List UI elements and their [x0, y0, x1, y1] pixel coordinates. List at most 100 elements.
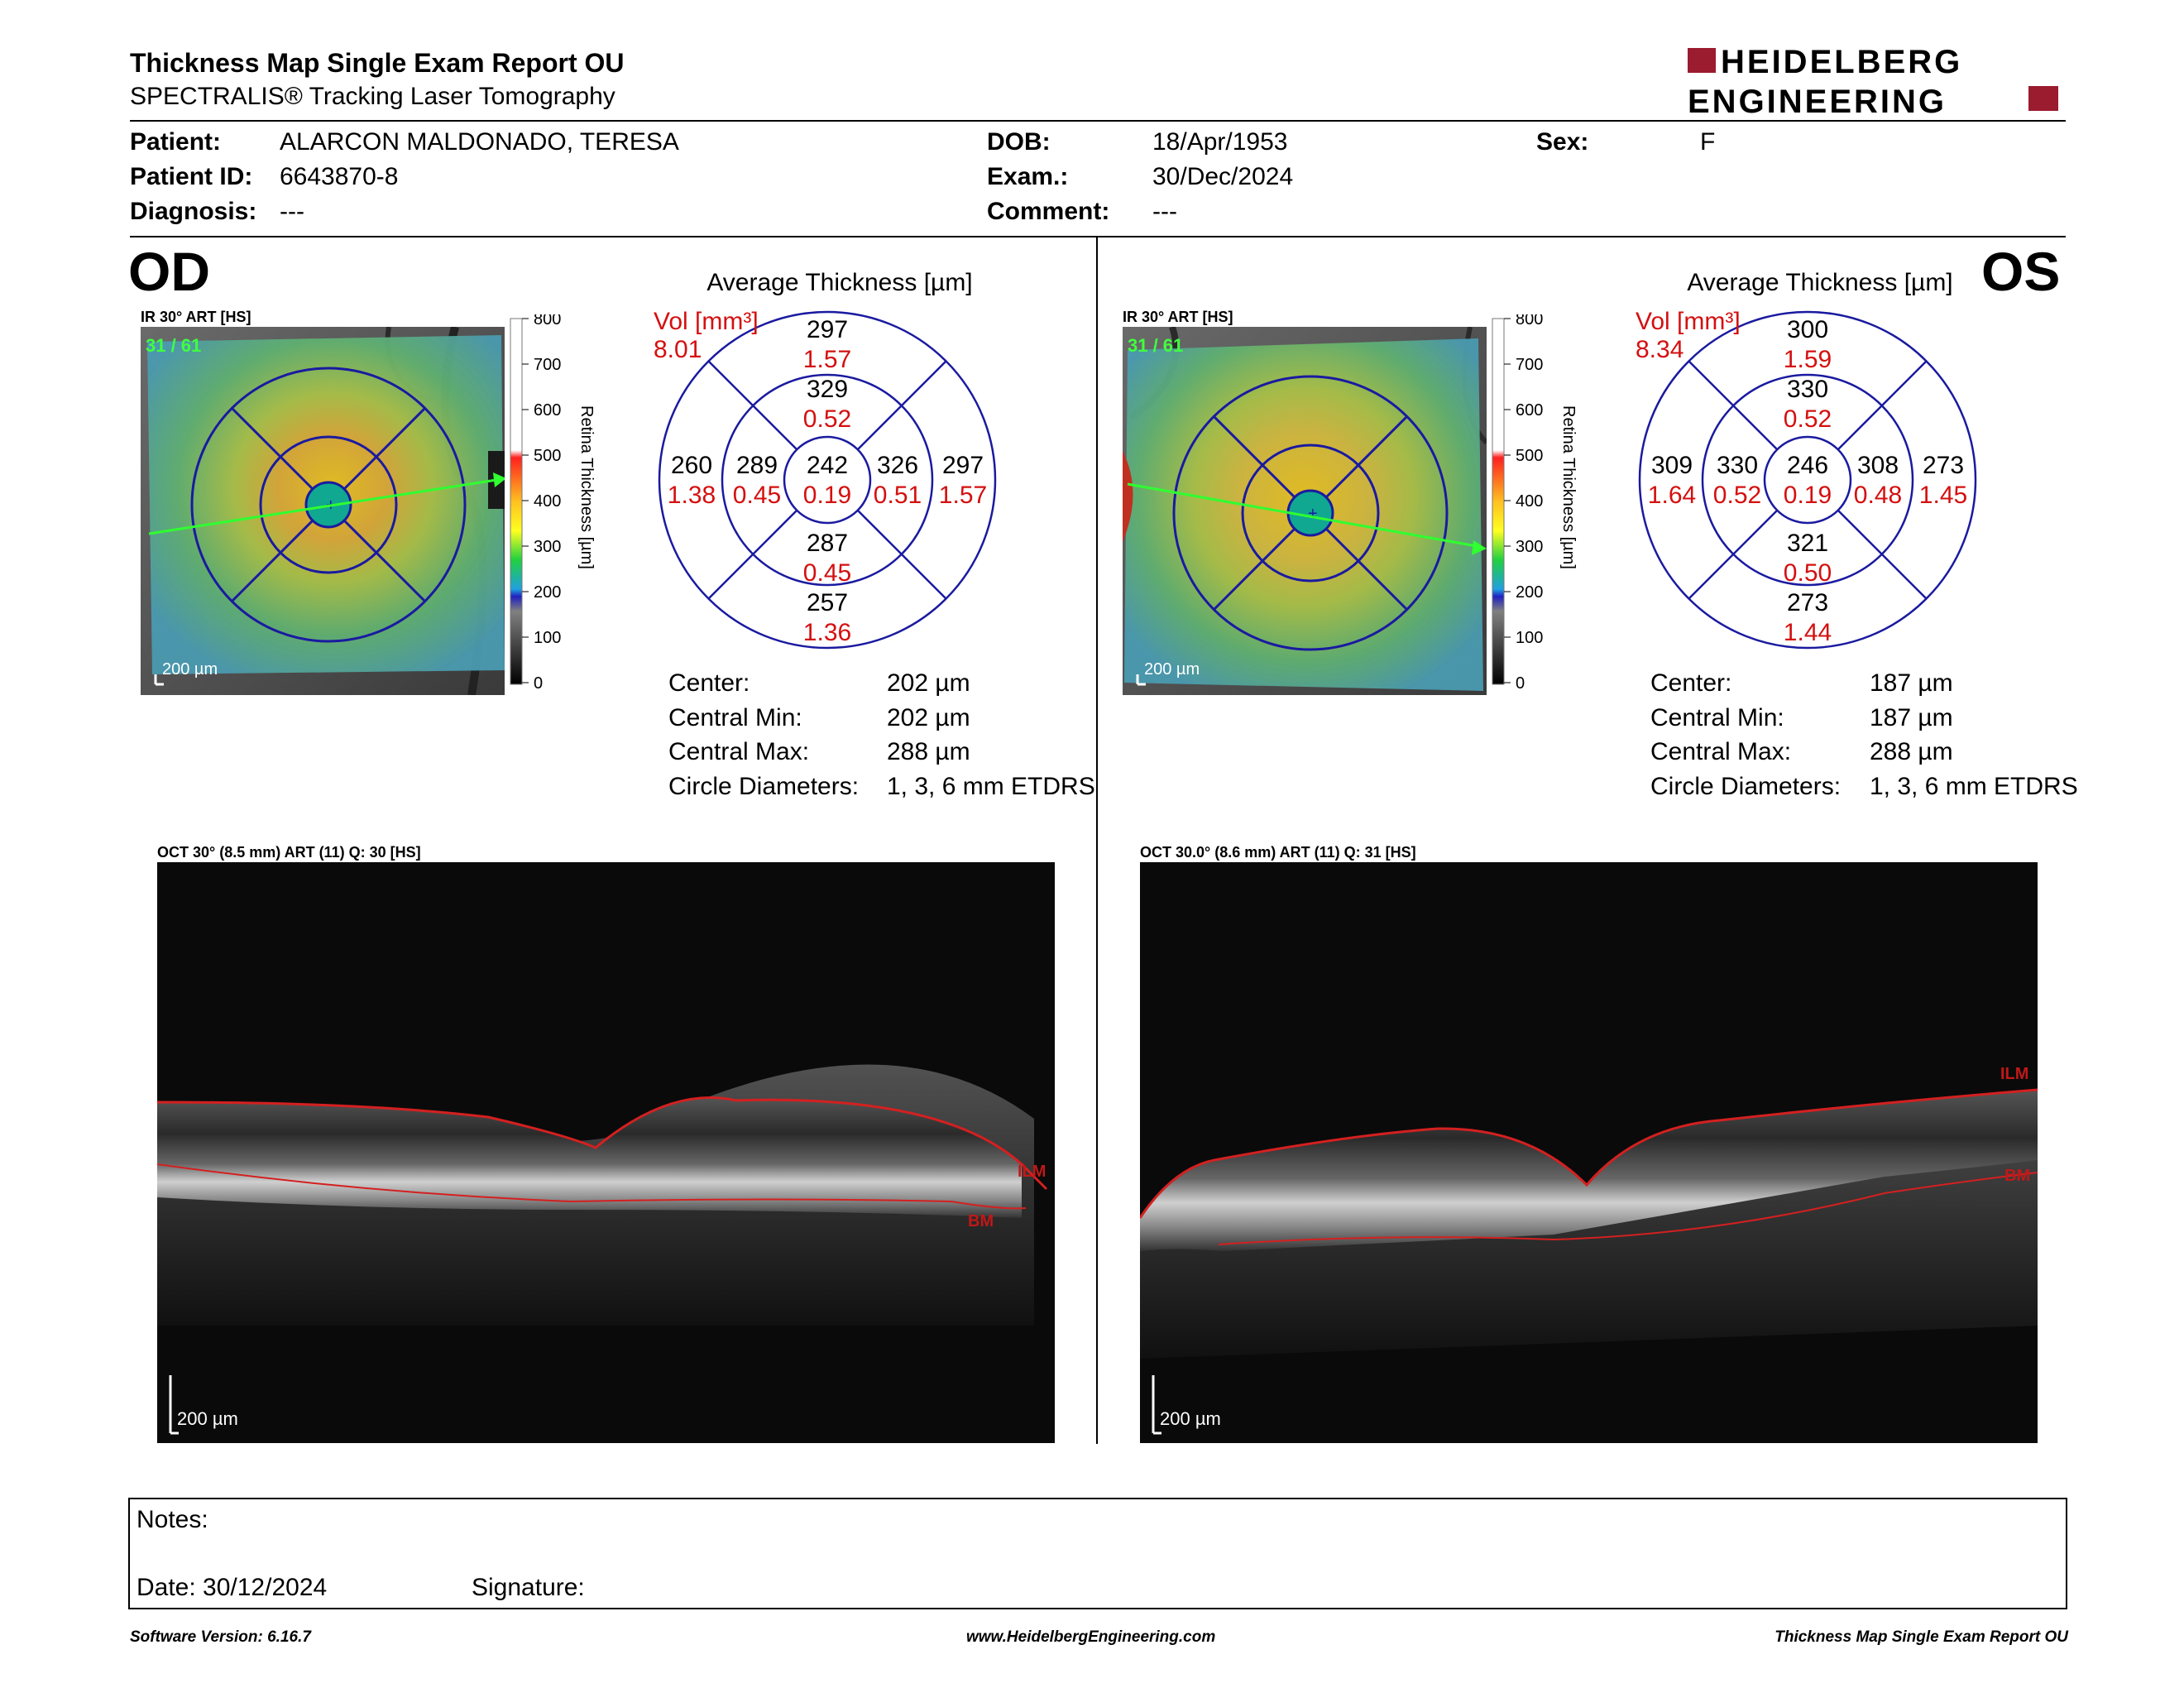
os-inner-right-volume: 0.48 — [1854, 482, 1902, 509]
od-stat-label: Central Min: — [668, 704, 802, 731]
svg-text:0: 0 — [1516, 674, 1525, 693]
os-inner-sup-thickness: 330 — [1787, 376, 1828, 403]
diagnosis-value: --- — [280, 198, 304, 225]
report-subtitle: SPECTRALIS® Tracking Laser Tomography — [130, 83, 615, 110]
os-stat-label: Central Min: — [1650, 704, 1784, 731]
od-center-thickness: 242 — [807, 452, 848, 479]
od-center-volume: 0.19 — [803, 482, 851, 509]
os-stat-value: 187 µm — [1870, 704, 1953, 731]
os-center-thickness: 246 — [1787, 452, 1828, 479]
od-oct-scan: ILM BM 200 µm — [157, 862, 1055, 1443]
svg-text:300: 300 — [1516, 538, 1543, 556]
diagnosis-label: Diagnosis: — [130, 198, 257, 225]
eye-label-od: OD — [128, 241, 210, 302]
eye-label-os: OS — [1981, 241, 2061, 302]
notes-box[interactable]: Notes: Date: 30/12/2024 Signature: — [128, 1498, 2067, 1609]
od-inner-sup-volume: 0.52 — [803, 405, 851, 433]
od-ir-label: IR 30° ART [HS] — [141, 309, 251, 325]
svg-text:700: 700 — [534, 356, 561, 374]
svg-text:400: 400 — [534, 492, 561, 511]
svg-text:200: 200 — [1516, 583, 1543, 602]
svg-text:100: 100 — [1516, 629, 1543, 647]
os-outer-inf-thickness: 273 — [1787, 589, 1828, 616]
os-oct-label: OCT 30.0° (8.6 mm) ART (11) Q: 31 [HS] — [1140, 844, 1416, 861]
os-vol-total: 8.34 — [1636, 336, 1684, 363]
logo-text-bottom: ENGINEERING — [1688, 84, 1947, 117]
os-avg-title: Average Thickness [µm] — [1687, 269, 1953, 296]
od-stat-value: 288 µm — [887, 738, 970, 765]
od-outer-inf-thickness: 257 — [807, 589, 848, 616]
svg-text:800: 800 — [534, 314, 561, 328]
os-stat-value: 187 µm — [1870, 669, 1953, 697]
od-stat-label: Circle Diameters: — [668, 773, 860, 800]
os-inner-inf-thickness: 321 — [1787, 530, 1828, 557]
od-outer-inf-volume: 1.36 — [803, 619, 851, 646]
patient-id: 6643870-8 — [280, 163, 399, 190]
report-title: Thickness Map Single Exam Report OU — [130, 48, 625, 78]
os-ilm-label: ILM — [2000, 1065, 2028, 1083]
od-stat-value: 202 µm — [887, 704, 970, 731]
od-outer-right-thickness: 297 — [942, 452, 984, 479]
os-center-volume: 0.19 — [1784, 482, 1832, 509]
dob-value: 18/Apr/1953 — [1152, 128, 1288, 156]
os-stat-value: 1, 3, 6 mm ETDRS — [1870, 773, 2078, 800]
od-inner-right-volume: 0.51 — [874, 482, 922, 509]
os-frame-number: 31 / 61 — [1128, 335, 1183, 356]
svg-text:500: 500 — [534, 447, 561, 465]
patient-label: Patient: — [130, 128, 222, 156]
svg-text:100: 100 — [534, 629, 561, 647]
svg-text:700: 700 — [1516, 356, 1543, 374]
os-oct-scan: ILM BM 200 µm — [1140, 862, 2038, 1443]
od-oct-scale: 200 µm — [177, 1408, 238, 1429]
od-inner-inf-thickness: 287 — [807, 530, 848, 557]
os-stat-value: 288 µm — [1870, 738, 1953, 765]
od-etdrs-grid: 297 1.57 329 0.52 242 0.19 289 0.45 326 … — [654, 306, 1009, 662]
patient-name: ALARCON MALDONADO, TERESA — [280, 128, 679, 156]
os-stat-label: Central Max: — [1650, 738, 1792, 765]
date-label: Date: 30/12/2024 — [136, 1574, 328, 1601]
svg-text:200: 200 — [534, 583, 561, 602]
od-colorbar-title: Retina Thickness [µm] — [577, 405, 596, 569]
od-stat-value: 202 µm — [887, 669, 970, 697]
os-thickness-map: + 31 / 61 200 µm — [1123, 325, 1489, 695]
od-outer-sup-thickness: 297 — [807, 316, 848, 343]
od-inner-sup-thickness: 329 — [807, 376, 848, 403]
od-ilm-label: ILM — [1018, 1163, 1046, 1181]
os-inner-right-thickness: 308 — [1857, 452, 1899, 479]
os-outer-right-thickness: 273 — [1923, 452, 1964, 479]
os-inner-sup-volume: 0.52 — [1784, 405, 1832, 433]
os-colorbar-title: Retina Thickness [µm] — [1559, 405, 1578, 569]
os-stat-label: Center: — [1650, 669, 1732, 697]
os-stat-label: Circle Diameters: — [1650, 773, 1842, 800]
svg-text:800: 800 — [1516, 314, 1543, 328]
os-outer-left-volume: 1.64 — [1648, 482, 1696, 509]
od-thickness-map: + 31 / 61 200 µm — [141, 325, 506, 696]
os-inner-inf-volume: 0.50 — [1784, 559, 1832, 587]
od-stat-label: Center: — [668, 669, 750, 697]
od-oct-label: OCT 30° (8.5 mm) ART (11) Q: 30 [HS] — [157, 844, 421, 861]
od-vol-total: 8.01 — [654, 336, 702, 363]
od-colorbar: 800 700 600 500 400 300 200 100 0 Retina… — [509, 310, 608, 695]
os-etdrs-grid: 300 1.59 330 0.52 246 0.19 330 0.52 308 … — [1634, 306, 1990, 662]
os-outer-sup-volume: 1.59 — [1784, 346, 1832, 373]
footer-website-link[interactable]: www.HeidelbergEngineering.com — [966, 1628, 1216, 1646]
svg-text:0: 0 — [534, 674, 543, 693]
signature-label: Signature: — [472, 1574, 585, 1601]
os-vol-label: Vol [mm³] — [1636, 308, 1741, 335]
od-inner-right-thickness: 326 — [877, 452, 918, 479]
sex-label: Sex: — [1536, 128, 1589, 156]
dob-label: DOB: — [987, 128, 1051, 156]
od-outer-right-volume: 1.57 — [939, 482, 987, 509]
os-outer-inf-volume: 1.44 — [1784, 619, 1832, 646]
comment-label: Comment: — [987, 198, 1110, 225]
od-map-scale: 200 µm — [162, 660, 218, 679]
od-inner-left-thickness: 289 — [736, 452, 778, 479]
od-stat-label: Central Max: — [668, 738, 810, 765]
svg-text:+: + — [1308, 505, 1318, 523]
os-inner-left-thickness: 330 — [1717, 452, 1758, 479]
exam-value: 30/Dec/2024 — [1152, 163, 1294, 190]
sex-value: F — [1700, 128, 1716, 156]
svg-text:600: 600 — [534, 401, 561, 420]
od-outer-left-volume: 1.38 — [668, 482, 716, 509]
od-avg-title: Average Thickness [µm] — [706, 269, 973, 296]
